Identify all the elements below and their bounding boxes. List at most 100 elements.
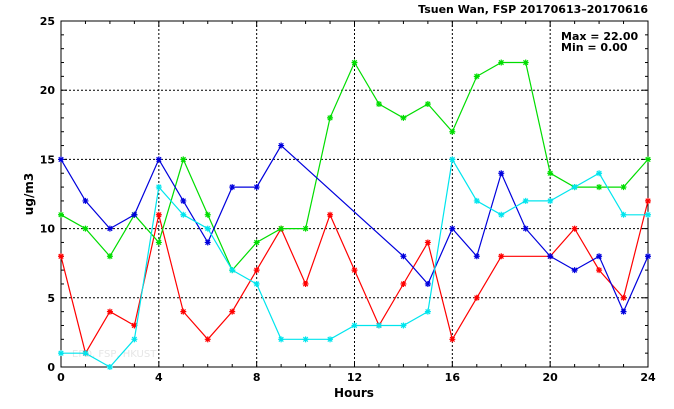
data-point [375,322,382,329]
data-point [155,239,162,246]
data-point [449,156,456,163]
data-point [473,253,480,260]
data-point [424,101,431,108]
x-tick-label: 4 [155,371,163,384]
y-tick-label: 0 [47,361,55,374]
data-point [351,59,358,66]
data-point [229,308,236,315]
chart-title: Tsuen Wan, FSP 20170613–20170616 [418,3,648,16]
y-tick-label: 20 [40,84,56,97]
series-line [60,200,649,355]
data-point [82,225,89,232]
x-tick-label: 8 [253,371,261,384]
data-point [106,308,113,315]
data-point [645,156,651,163]
data-point [155,184,162,191]
watermark: EPD, FSP, HKUST [72,349,157,360]
x-tick-label: 16 [445,371,461,384]
data-point [473,294,480,301]
data-point [253,280,260,287]
data-point [449,128,456,135]
x-tick-label: 24 [640,371,656,384]
data-point [131,211,138,218]
data-point [596,267,603,274]
data-point [327,336,334,343]
data-point [498,59,505,66]
data-point [131,322,138,329]
data-point [106,225,113,232]
data-point [400,253,407,260]
x-tick-label: 12 [347,371,362,384]
y-tick-label: 5 [47,292,55,305]
stats-min: Min = 0.00 [561,41,628,54]
x-tick-label: 20 [543,371,559,384]
data-point [180,211,187,218]
data-point [424,308,431,315]
data-point [620,294,627,301]
data-point [498,253,505,260]
data-point [547,170,554,177]
data-point [106,253,113,260]
data-point [620,308,627,315]
data-point [473,197,480,204]
data-point [400,322,407,329]
data-point [473,73,480,80]
data-point [278,225,285,232]
data-point [498,211,505,218]
data-point [204,211,211,218]
data-point [180,308,187,315]
data-point [204,239,211,246]
y-tick-label: 25 [40,15,55,28]
data-point [424,280,431,287]
data-point [58,253,64,260]
data-point [547,197,554,204]
data-point [449,225,456,232]
data-point [522,59,529,66]
y-axis-title: ug/m3 [22,173,36,215]
series-3 [58,142,651,315]
data-point [278,142,285,149]
data-point [302,280,309,287]
data-point [522,225,529,232]
data-point [253,184,260,191]
data-point [620,184,627,191]
data-point [424,239,431,246]
data-point [620,211,627,218]
data-point [155,211,162,218]
data-point [645,197,651,204]
data-point [645,253,651,260]
data-point [131,336,138,343]
data-point [58,156,64,163]
data-point [596,170,603,177]
data-point [229,184,236,191]
data-point [155,156,162,163]
data-point [375,101,382,108]
data-point [522,197,529,204]
data-point [547,253,554,260]
data-point [571,225,578,232]
series-4 [58,156,651,370]
data-point [327,114,334,121]
data-point [498,170,505,177]
x-axis-title: Hours [334,386,374,400]
data-point [82,350,89,357]
data-point [229,267,236,274]
data-point [400,280,407,287]
y-tick-label: 15 [40,153,55,166]
data-point [204,225,211,232]
y-tick-label: 10 [40,223,56,236]
data-point [571,267,578,274]
data-point [596,253,603,260]
data-point [302,336,309,343]
data-point [449,336,456,343]
data-point [58,211,64,218]
gridlines [61,21,648,367]
data-point [106,364,113,370]
data-point [327,211,334,218]
data-point [351,267,358,274]
data-point [82,197,89,204]
data-point [645,211,651,218]
data-point [58,350,64,357]
stats-max: Max = 22.00 [561,30,638,43]
